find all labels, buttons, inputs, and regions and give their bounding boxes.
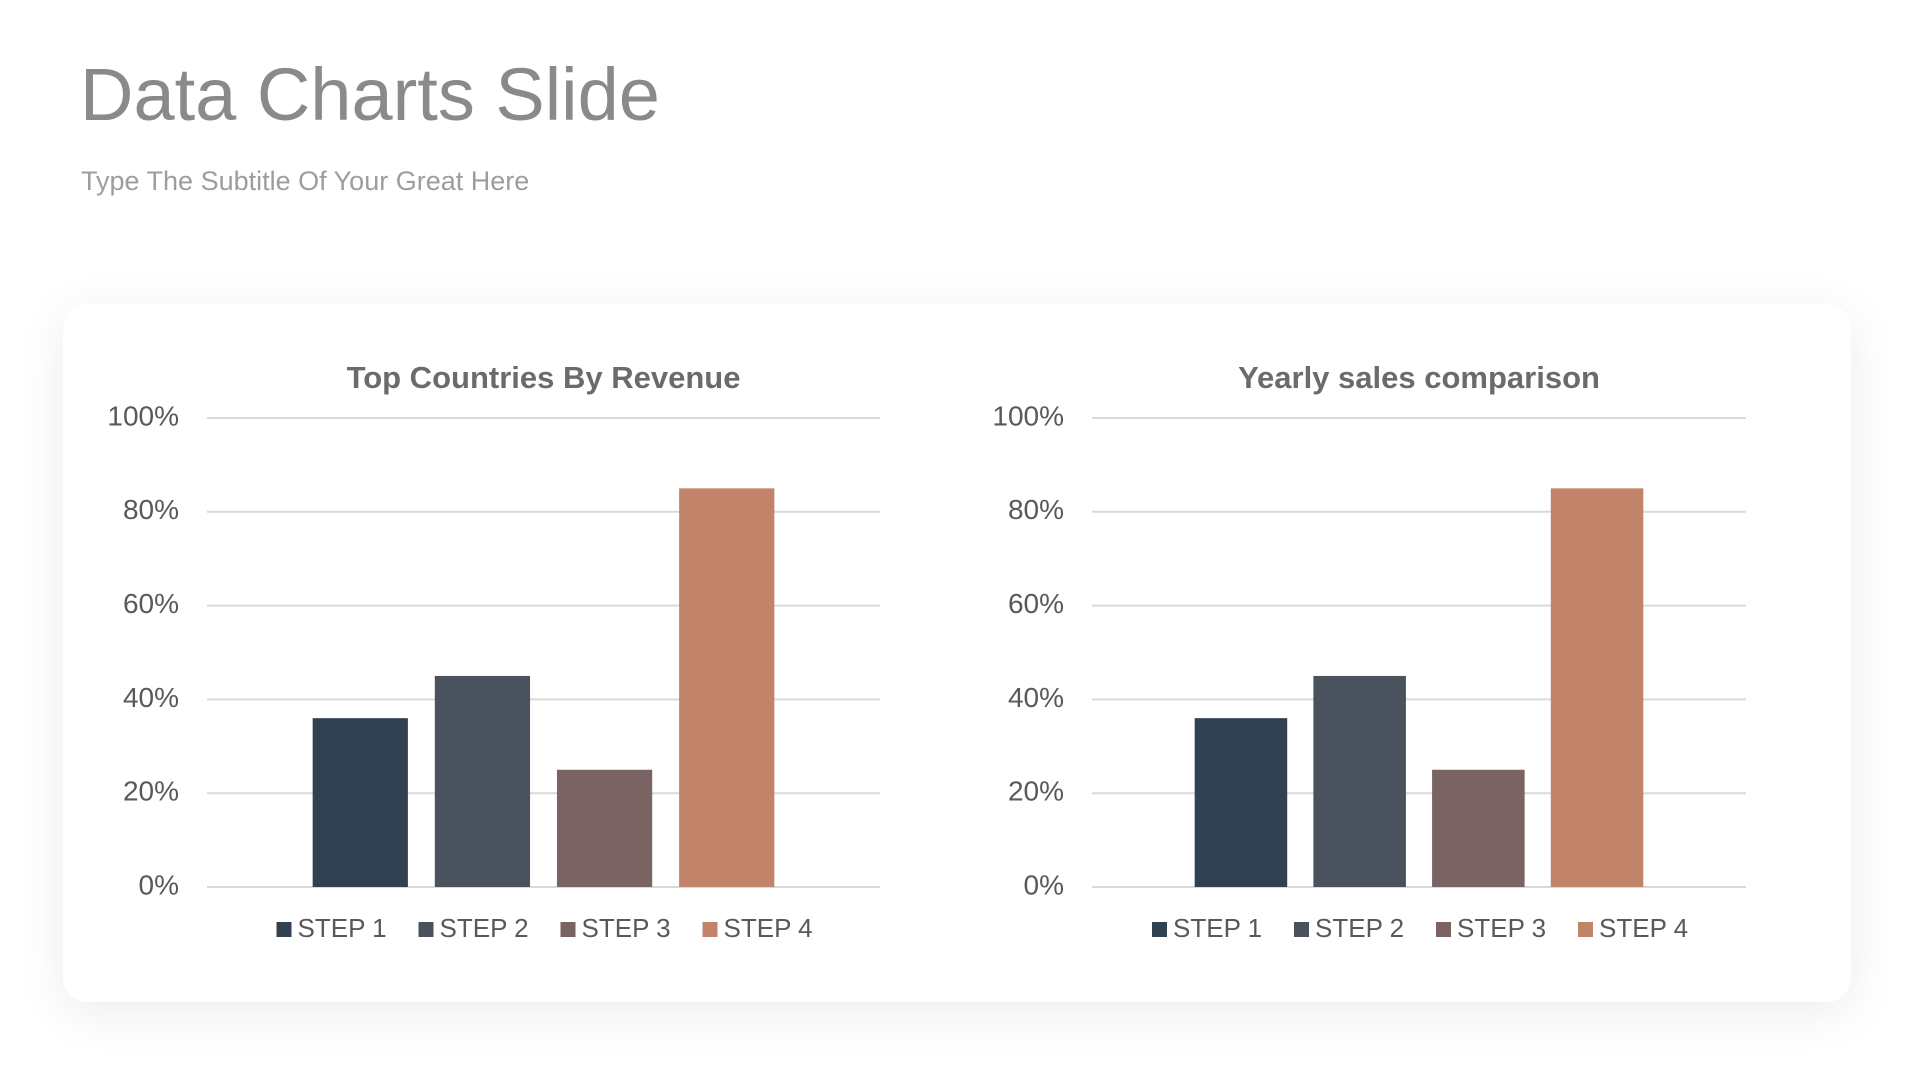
bar	[1432, 769, 1525, 887]
y-tick-label: 100%	[107, 400, 179, 431]
legend-label: STEP 2	[440, 913, 529, 943]
y-tick-label: 20%	[123, 776, 179, 807]
bar	[434, 675, 531, 887]
legend-marker	[1152, 922, 1167, 937]
legend-label: STEP 4	[724, 913, 813, 943]
bar	[679, 488, 775, 887]
slide-subtitle: Type The Subtitle Of Your Great Here	[81, 166, 530, 196]
y-tick-label: 60%	[123, 588, 179, 619]
y-tick-label: 60%	[1008, 588, 1064, 619]
slide-title: Data Charts Slide	[80, 53, 660, 136]
y-tick-label: 0%	[1024, 869, 1064, 900]
y-tick-label: 20%	[1008, 776, 1064, 807]
legend-label: STEP 1	[1173, 913, 1262, 943]
y-tick-label: 80%	[123, 494, 179, 525]
y-tick-label: 0%	[139, 869, 179, 900]
legend-marker	[418, 922, 434, 937]
legend-label: STEP 3	[1457, 913, 1546, 943]
legend-marker	[1294, 922, 1309, 937]
bar	[1313, 675, 1406, 887]
legend-marker	[276, 922, 292, 937]
legend-marker	[1578, 922, 1593, 937]
bar	[556, 769, 653, 887]
y-tick-label: 40%	[123, 682, 179, 713]
chart-title: Top Countries By Revenue	[347, 360, 741, 395]
bar	[312, 718, 408, 887]
y-tick-label: 80%	[1008, 494, 1064, 525]
legend-label: STEP 3	[582, 913, 671, 943]
legend-label: STEP 1	[298, 913, 387, 943]
bar	[1194, 718, 1288, 887]
bar	[1550, 488, 1644, 887]
legend-marker	[1436, 922, 1451, 937]
legend-marker	[702, 922, 718, 937]
legend-label: STEP 2	[1315, 913, 1404, 943]
y-tick-label: 40%	[1008, 682, 1064, 713]
legend-label: STEP 4	[1599, 913, 1688, 943]
chart-title: Yearly sales comparison	[1238, 360, 1600, 395]
y-tick-label: 100%	[992, 400, 1064, 431]
legend-marker	[560, 922, 576, 937]
